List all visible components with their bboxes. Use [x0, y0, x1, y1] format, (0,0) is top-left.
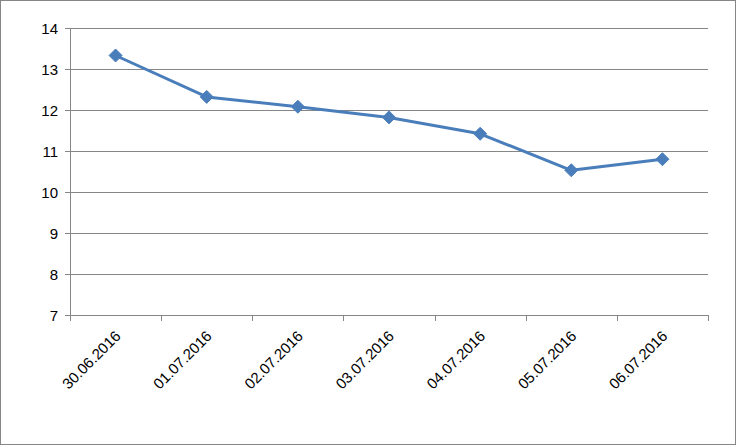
data-point — [109, 49, 122, 62]
x-tick-label: 03.07.2016 — [332, 327, 397, 392]
data-point — [565, 164, 578, 177]
y-axis — [70, 28, 71, 315]
grid-line — [65, 69, 708, 70]
grid-line — [65, 28, 708, 29]
grid-line — [65, 192, 708, 193]
x-tick-label: 30.06.2016 — [59, 327, 124, 392]
data-point — [200, 90, 213, 103]
y-tick-label: 14 — [41, 20, 58, 37]
chart-border — [1, 1, 736, 445]
chart-svg: 7 8 9 10 11 12 13 14 30.06.2016 01.07.2016 02.07.2… — [0, 0, 736, 445]
x-tick-mark — [617, 315, 618, 321]
x-tick-mark — [70, 315, 71, 321]
x-tick-mark — [161, 315, 162, 321]
y-tick-label: 13 — [41, 61, 58, 78]
chart-container: 7 8 9 10 11 12 13 14 30.06.2016 01.07.2016 02.07.2… — [0, 0, 736, 445]
x-tick-label: 04.07.2016 — [423, 327, 488, 392]
y-tick-label: 8 — [50, 266, 58, 283]
x-tick-label: 05.07.2016 — [514, 327, 579, 392]
grid-line — [65, 233, 708, 234]
y-tick-label: 10 — [41, 184, 58, 201]
plot-area — [109, 49, 669, 177]
y-tick-label: 12 — [41, 102, 58, 119]
y-tick-label: 7 — [50, 307, 58, 324]
x-tick-label: 02.07.2016 — [241, 327, 306, 392]
data-point — [383, 111, 396, 124]
data-point — [291, 100, 304, 113]
x-tick-mark — [526, 315, 527, 321]
data-point — [474, 127, 487, 140]
data-line — [116, 56, 663, 171]
y-tick-label: 11 — [42, 143, 58, 160]
x-tick-mark — [343, 315, 344, 321]
grid-line — [65, 110, 708, 111]
grid-line — [65, 151, 708, 152]
x-tick-mark — [252, 315, 253, 321]
data-point — [656, 153, 669, 166]
x-tick-mark — [435, 315, 436, 321]
x-axis — [70, 315, 708, 316]
x-tick-label: 06.07.2016 — [605, 327, 670, 392]
x-tick-mark — [708, 315, 709, 321]
grid-line — [65, 274, 708, 275]
y-tick-label: 9 — [50, 225, 58, 242]
x-tick-label: 01.07.2016 — [150, 327, 215, 392]
